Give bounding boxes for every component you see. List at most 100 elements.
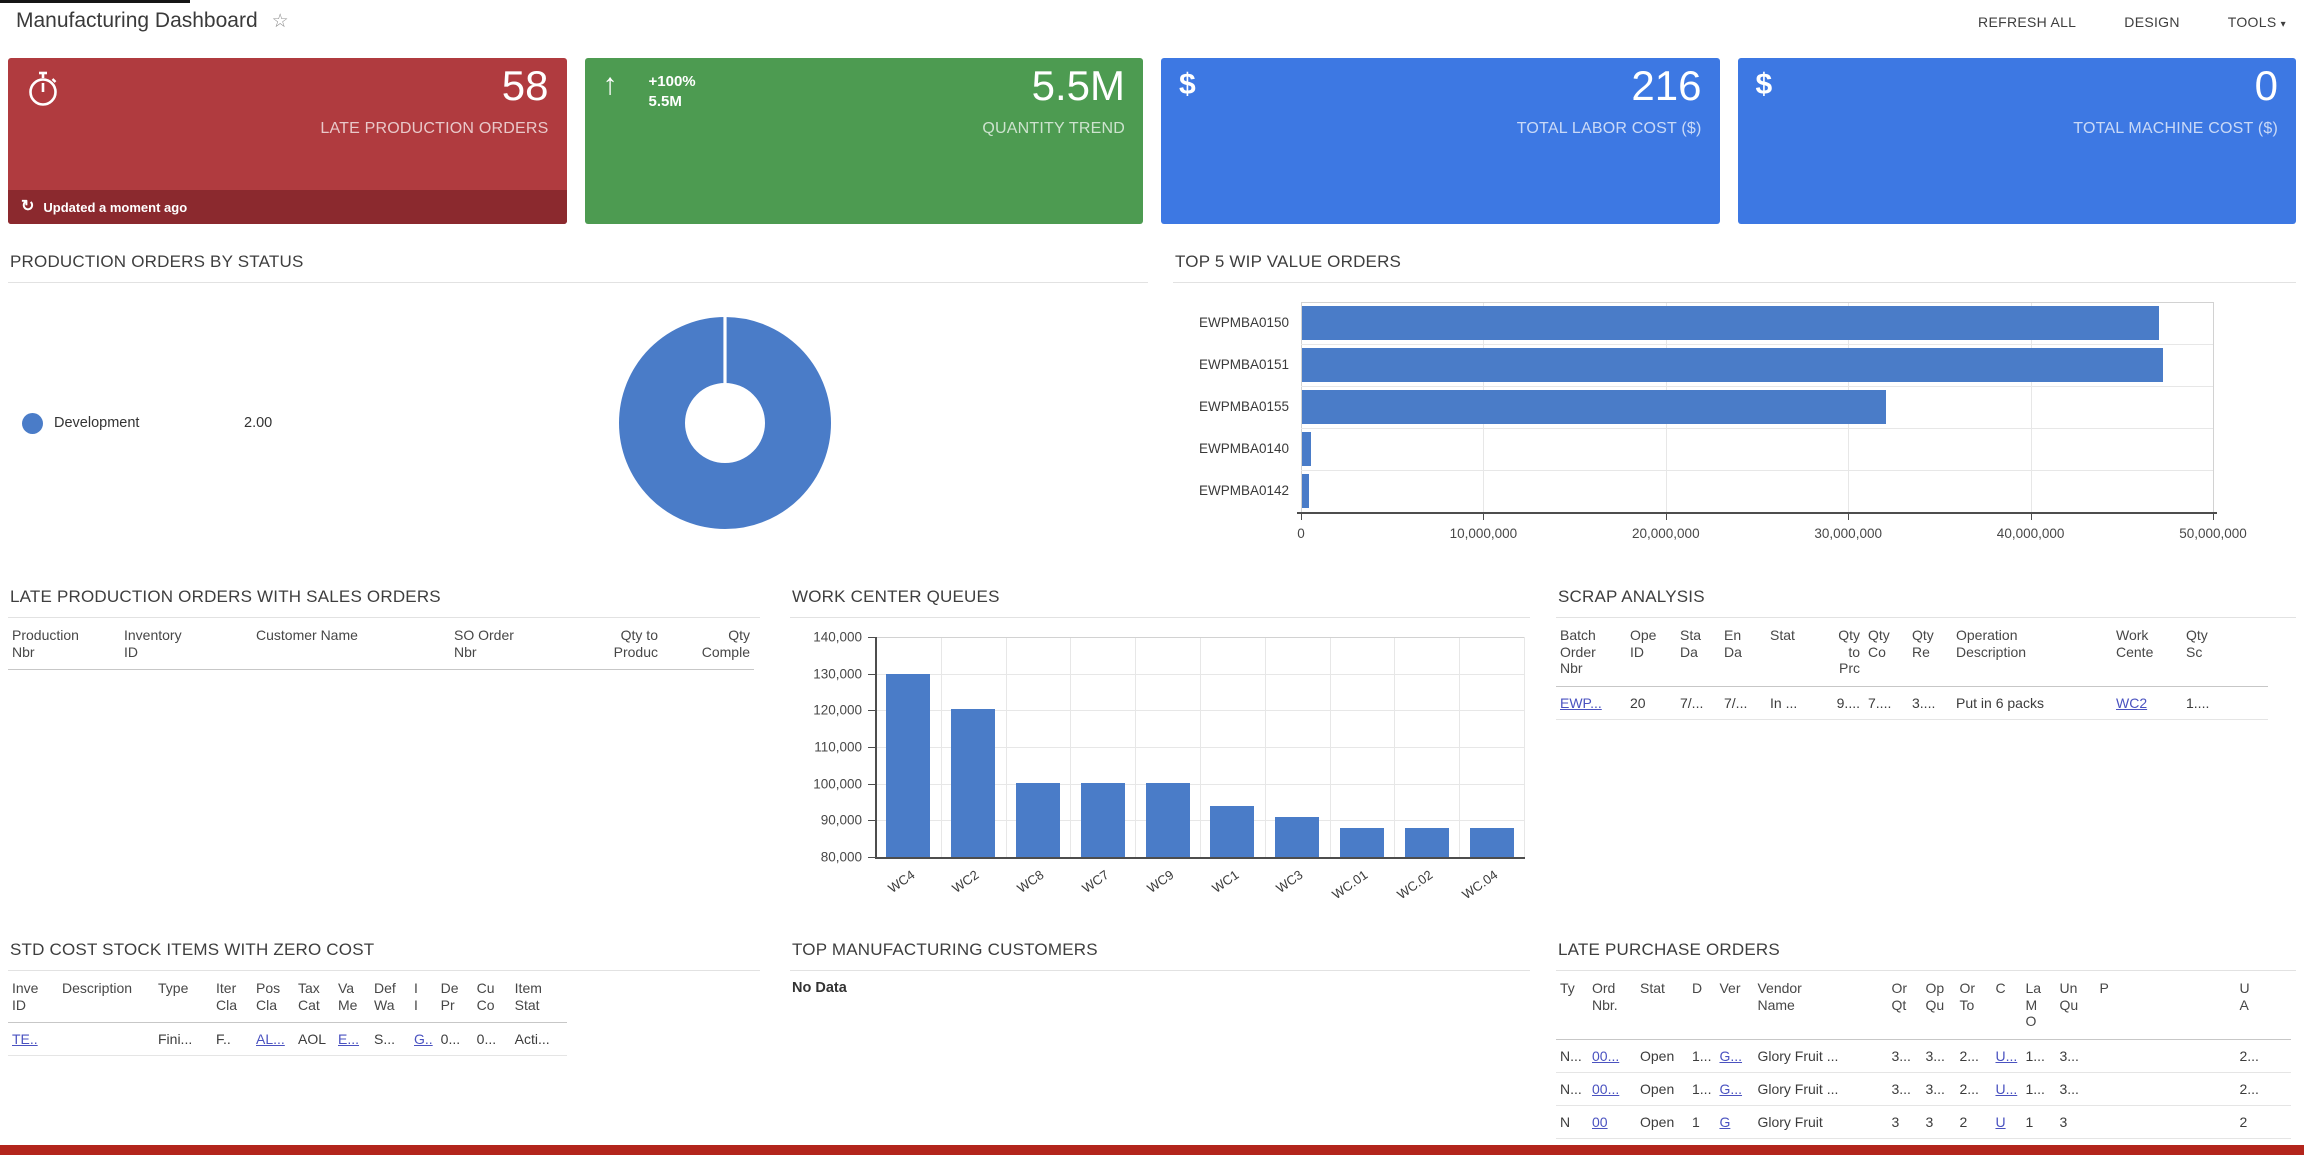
column-header[interactable]: Def Wa (370, 974, 410, 1024)
bar-EWPMBA0142[interactable] (1302, 474, 1310, 508)
kpi-card-late-production-orders[interactable]: 58 LATE PRODUCTION ORDERS ↻ Updated a mo… (8, 58, 567, 224)
column-header[interactable]: Customer Name (252, 621, 450, 671)
column-header[interactable]: Qty Co (1864, 621, 1908, 687)
cell: 00... (1588, 1039, 1636, 1073)
column-header[interactable]: Cu Co (472, 974, 511, 1024)
column-header[interactable]: Pos Cla (252, 974, 294, 1024)
kpi-card-total-labor-cost[interactable]: $ 216 TOTAL LABOR COST ($) (1161, 58, 1720, 224)
bar-EWPMBA0150[interactable] (1302, 306, 2160, 340)
column-header[interactable]: Va Me (334, 974, 370, 1024)
column-header[interactable]: Or To (1955, 974, 1992, 1040)
column-header[interactable]: Batch Order Nbr (1556, 621, 1626, 687)
bar-WC3[interactable] (1275, 816, 1320, 857)
column-header[interactable]: Ty (1556, 974, 1588, 1040)
column-header[interactable]: Inventory ID (120, 621, 252, 671)
column-header[interactable]: Type (154, 974, 212, 1024)
status-donut-chart[interactable] (619, 317, 831, 529)
bar-WC.04[interactable] (1469, 827, 1514, 857)
axis-tick (868, 747, 875, 748)
column-header[interactable]: Or Qt (1887, 974, 1922, 1040)
bar-EWPMBA0151[interactable] (1302, 348, 2163, 382)
bar-WC8[interactable] (1016, 782, 1060, 857)
column-header[interactable]: P (2095, 974, 2236, 1040)
cell-link[interactable]: G... (1719, 1080, 1743, 1097)
column-header[interactable]: Qty to Produc (562, 621, 662, 671)
cell: E... (334, 1022, 370, 1057)
column-header[interactable]: D (1688, 974, 1716, 1040)
column-header[interactable]: Op Qu (1921, 974, 1956, 1040)
column-header[interactable]: En Da (1720, 621, 1766, 687)
cell-link[interactable]: WC2 (2116, 694, 2148, 711)
bar-WC4[interactable] (886, 673, 931, 857)
cell: Glory Fruit ... (1753, 1072, 1888, 1106)
cell-link[interactable]: 00 (1592, 1113, 1608, 1130)
cell-link[interactable]: AL... (256, 1031, 285, 1048)
axis-tick (1301, 514, 1302, 520)
cell-link[interactable]: U... (1995, 1047, 2018, 1064)
cell-link[interactable]: EWP... (1560, 694, 1602, 711)
column-header[interactable]: Sta Da (1676, 621, 1720, 687)
kpi-card-quantity-trend[interactable]: ↑ +100% 5.5M 5.5M QUANTITY TREND (584, 58, 1143, 224)
cell: 2... (2235, 1039, 2292, 1073)
column-header[interactable]: Qty to Prc (1828, 621, 1864, 687)
bar-EWPMBA0155[interactable] (1302, 390, 1886, 424)
column-header[interactable]: Ord Nbr. (1588, 974, 1636, 1040)
column-header[interactable]: Iter Cla (212, 974, 252, 1024)
favorite-star-icon[interactable]: ☆ (271, 10, 289, 32)
column-header[interactable]: Item Stat (510, 974, 567, 1024)
cell-link[interactable]: 00... (1592, 1080, 1620, 1097)
column-header[interactable]: Production Nbr (8, 621, 120, 671)
column-header[interactable]: Operation Description (1952, 621, 2112, 687)
table-row: N 00 Open 1 G Glory Fruit 3 3 2 U 1 3 2 (1556, 1105, 2292, 1139)
arrow-up-icon: ↑ (602, 68, 618, 101)
column-header[interactable]: SO Order Nbr (450, 621, 562, 671)
column-header[interactable]: Vendor Name (1753, 974, 1888, 1040)
column-header[interactable]: Description (58, 974, 154, 1024)
gridline (1524, 637, 1525, 857)
no-data-message: No Data (792, 980, 847, 996)
column-header[interactable]: C (1991, 974, 2022, 1040)
refresh-all-button[interactable]: REFRESH ALL (1978, 14, 2077, 30)
cell-link[interactable]: U... (1995, 1080, 2018, 1097)
legend-item[interactable]: Development 2.00 (22, 408, 272, 438)
bar-WC.01[interactable] (1340, 827, 1384, 857)
column-header[interactable]: De Pr (436, 974, 473, 1024)
kpi-label: TOTAL LABOR COST ($) (1516, 120, 1702, 137)
column-header[interactable]: Tax Cat (294, 974, 334, 1024)
cell-link[interactable]: U (1995, 1113, 2006, 1130)
cell-link[interactable]: E... (338, 1031, 360, 1048)
column-header[interactable]: Ope ID (1626, 621, 1676, 687)
column-header[interactable]: Work Cente (2112, 621, 2182, 687)
bar-WC9[interactable] (1145, 782, 1190, 857)
column-header[interactable]: U A (2235, 974, 2292, 1040)
axis-tick (868, 857, 875, 858)
cell: 3 (2055, 1105, 2096, 1139)
column-header[interactable]: Qty Comple (662, 621, 754, 671)
panel-divider (8, 617, 760, 618)
column-header[interactable]: Qty Sc (2182, 621, 2268, 687)
cell-link[interactable]: 00... (1592, 1047, 1620, 1064)
column-header[interactable]: Qty Re (1908, 621, 1952, 687)
bar-EWPMBA0140[interactable] (1302, 432, 1312, 466)
bar-WC1[interactable] (1210, 805, 1255, 857)
column-header[interactable]: I I (410, 974, 437, 1024)
cell: U... (1991, 1039, 2022, 1073)
bar-WC7[interactable] (1080, 782, 1125, 857)
late-production-orders-table: Production Nbr Inventory ID Customer Name S… (8, 621, 760, 921)
column-header[interactable]: La M O (2021, 974, 2056, 1040)
column-header[interactable]: Inve ID (8, 974, 58, 1024)
cell-link[interactable]: G (1719, 1113, 1731, 1130)
column-header[interactable]: Stat (1636, 974, 1688, 1040)
bar-WC2[interactable] (951, 708, 996, 857)
cell-link[interactable]: TE.. (12, 1031, 38, 1048)
column-header[interactable]: Stat (1766, 621, 1828, 687)
design-button[interactable]: DESIGN (2124, 14, 2180, 30)
cell-link[interactable]: G... (1719, 1047, 1743, 1064)
column-header[interactable]: Ver (1715, 974, 1754, 1040)
tools-button[interactable]: TOOLS ▾ (2228, 14, 2286, 30)
bar-WC.02[interactable] (1404, 827, 1449, 857)
cell-link[interactable]: G.. (414, 1031, 433, 1048)
cell: 3... (2055, 1072, 2096, 1106)
kpi-card-total-machine-cost[interactable]: $ 0 TOTAL MACHINE COST ($) (1737, 58, 2296, 224)
column-header[interactable]: Un Qu (2055, 974, 2096, 1040)
